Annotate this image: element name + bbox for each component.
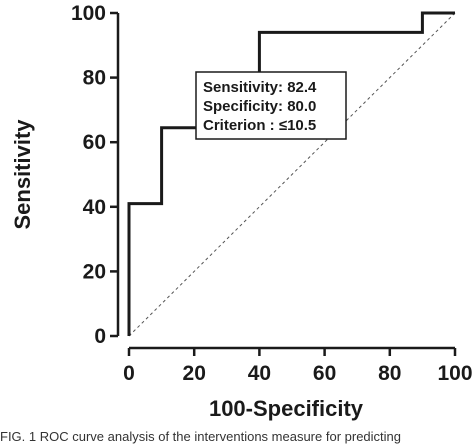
- chance-diagonal-line: [128, 12, 456, 337]
- figure-caption: FIG. 1 ROC curve analysis of the interve…: [0, 429, 401, 444]
- annotation-specificity: Specificity: 80.0: [203, 98, 316, 115]
- x-axis-ticks: 0 20 40 60 80 100: [123, 348, 473, 385]
- y-axis-ticks: 0 20 40 60 80 100: [71, 2, 118, 348]
- x-tick-label: 80: [378, 362, 401, 385]
- y-tick-label: 60: [83, 131, 106, 154]
- x-tick-label: 0: [123, 362, 135, 385]
- y-tick-label: 0: [94, 325, 106, 348]
- x-axis-title: 100-Specificity: [209, 396, 364, 421]
- x-tick-label: 40: [248, 362, 271, 385]
- y-tick-label: 40: [83, 196, 106, 219]
- plot-area: 0 20 40 60 80 100 0 20 40 60 80 100: [71, 2, 473, 385]
- annotation-criterion: Criterion : ≤10.5: [203, 117, 316, 134]
- annotation-box: Sensitivity: 82.4 Specificity: 80.0 Crit…: [195, 71, 347, 140]
- y-tick-label: 100: [71, 2, 106, 25]
- annotation-sensitivity: Sensitivity: 82.4: [203, 79, 317, 96]
- x-tick-label: 20: [183, 362, 206, 385]
- x-tick-label: 100: [437, 362, 472, 385]
- x-tick-label: 60: [313, 362, 336, 385]
- y-tick-label: 80: [83, 67, 106, 90]
- y-axis-title: Sensitivity: [10, 119, 35, 230]
- y-tick-label: 20: [83, 260, 106, 283]
